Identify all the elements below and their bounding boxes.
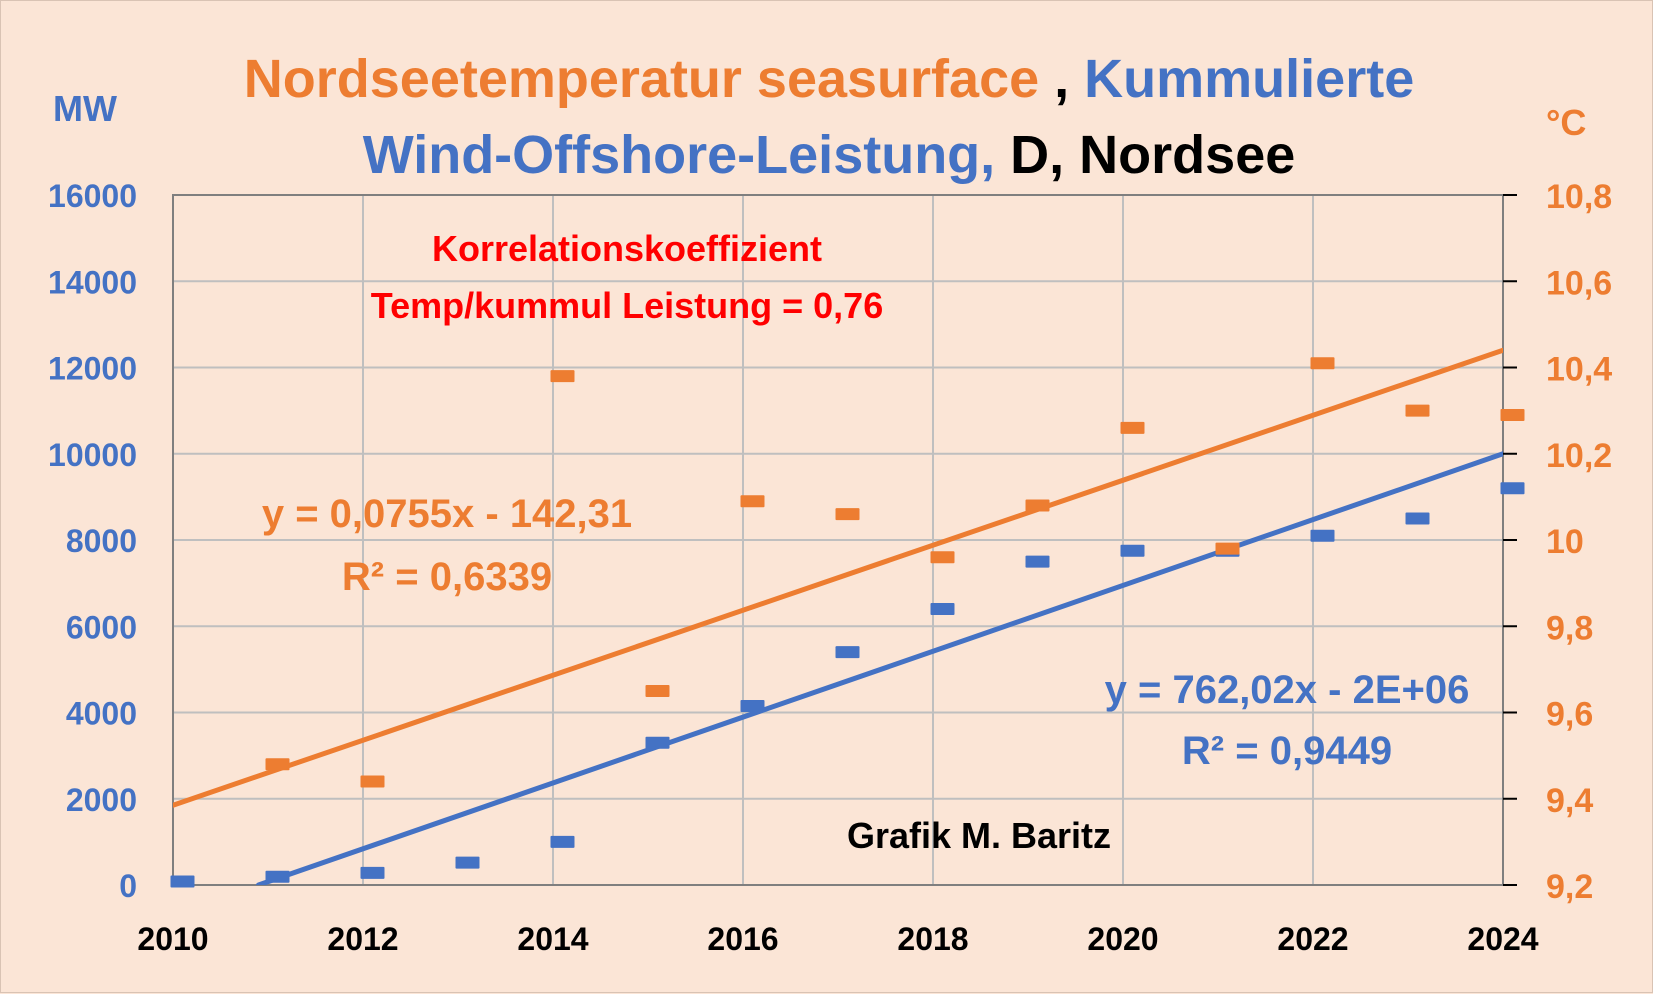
y-left-tick-label: 16000 — [48, 178, 137, 214]
orange-data-point — [1120, 421, 1145, 434]
chart-credit: Grafik M. Baritz — [847, 815, 1111, 856]
orange-trend-r2: R² = 0,6339 — [342, 555, 552, 599]
y-left-tick-label: 6000 — [66, 609, 137, 645]
blue-trend-equation: y = 762,02x - 2E+06 — [1105, 668, 1470, 712]
y-right-tick-label: 9,6 — [1546, 696, 1593, 734]
y-right-tick-label: 10,2 — [1546, 437, 1612, 475]
orange-data-point — [265, 758, 290, 771]
x-tick-label: 2018 — [897, 921, 968, 957]
correlation-label-line-2: Temp/kummul Leistung = 0,76 — [371, 285, 883, 326]
orange-data-point — [550, 370, 575, 383]
y-right-tick-label: 10,8 — [1546, 178, 1612, 216]
blue-data-point — [360, 866, 385, 879]
orange-trend-equation: y = 0,0755x - 142,31 — [262, 492, 632, 536]
orange-data-point — [1500, 408, 1525, 421]
title-part-temperature: Nordseetemperatur seasurface — [244, 49, 1039, 109]
orange-data-point — [1405, 404, 1430, 417]
orange-data-point — [930, 551, 955, 564]
chart-title-line-1: Nordseetemperatur seasurface , Kummulier… — [244, 49, 1414, 109]
blue-data-point — [835, 646, 860, 659]
orange-data-point — [835, 508, 860, 521]
blue-data-point — [1500, 482, 1525, 495]
y-right-tick-label: 9,4 — [1546, 782, 1593, 820]
blue-data-point — [1025, 555, 1050, 568]
blue-trend-r2: R² = 0,9449 — [1182, 729, 1392, 773]
title-part-separator: , — [1039, 49, 1084, 109]
orange-trendline — [173, 347, 1503, 808]
chart-title-line-2: Wind-Offshore-Leistung, D, Nordsee — [363, 125, 1296, 185]
title-part-wind-offshore: Wind-Offshore-Leistung, — [363, 125, 995, 185]
y-right-tick-label: 10,6 — [1546, 264, 1612, 302]
orange-data-point — [1310, 357, 1335, 370]
blue-trendline — [256, 451, 1503, 885]
blue-data-point — [265, 870, 290, 883]
orange-data-point — [1215, 542, 1240, 555]
points-layer — [170, 357, 1525, 888]
title-part-cumulative: Kummulierte — [1084, 49, 1414, 109]
x-tick-label: 2012 — [327, 921, 398, 957]
blue-data-point — [170, 875, 195, 888]
orange-data-point — [1025, 499, 1050, 512]
blue-data-point — [645, 736, 670, 749]
orange-data-point — [740, 495, 765, 508]
y-right-tick-label: 9,2 — [1546, 868, 1593, 906]
x-tick-label: 2020 — [1087, 921, 1158, 957]
y-right-tick-label: 9,8 — [1546, 609, 1593, 647]
y-left-tick-label: 4000 — [66, 696, 137, 732]
x-tick-label: 2016 — [707, 921, 778, 957]
axis-layer: 0 9,2 2000 9,4 4000 9,6 6000 9,8 8000 10 10000 10,2… — [48, 178, 1612, 957]
trendline-layer — [173, 347, 1503, 885]
y-left-tick-label: 14000 — [48, 264, 137, 300]
blue-data-point — [550, 835, 575, 848]
orange-data-point — [360, 775, 385, 788]
y-left-tick-label: 10000 — [48, 437, 137, 473]
y-left-tick-label: 8000 — [66, 523, 137, 559]
title-part-region: D, Nordsee — [995, 125, 1295, 185]
x-tick-label: 2010 — [137, 921, 208, 957]
y-left-tick-label: 12000 — [48, 351, 137, 387]
y-left-axis-label: MW — [53, 88, 117, 129]
blue-data-point — [740, 700, 765, 713]
blue-data-point — [1405, 512, 1430, 525]
y-left-tick-label: 0 — [119, 868, 137, 904]
blue-data-point — [1120, 544, 1145, 557]
blue-data-point — [930, 603, 955, 615]
correlation-label-line-1: Korrelationskoeffizient — [432, 228, 822, 269]
x-tick-label: 2022 — [1277, 921, 1348, 957]
y-right-axis-label: °C — [1546, 102, 1586, 143]
blue-data-point — [455, 856, 480, 869]
blue-data-point — [1310, 529, 1335, 542]
x-tick-label: 2014 — [517, 921, 588, 957]
x-tick-label: 2024 — [1467, 921, 1538, 957]
y-left-tick-label: 2000 — [66, 782, 137, 818]
y-right-tick-label: 10,4 — [1546, 351, 1612, 389]
y-right-tick-label: 10 — [1546, 523, 1584, 561]
orange-data-point — [645, 684, 670, 697]
